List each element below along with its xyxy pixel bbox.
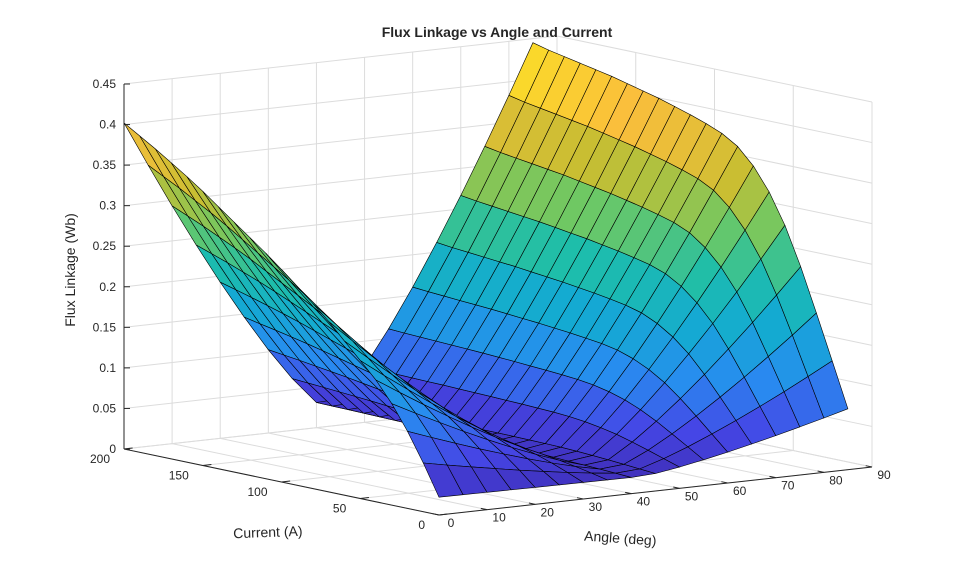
x-tick (865, 465, 873, 468)
z-tick-label: 0.3 (99, 199, 116, 213)
y-tick (360, 497, 369, 499)
x-tick (769, 475, 776, 479)
x-axis-line (438, 466, 873, 516)
z-tick-label: 0.25 (93, 239, 117, 253)
surface-patch (807, 360, 849, 419)
y-tick-label: 200 (90, 452, 110, 466)
x-tick (721, 481, 728, 484)
y-tick (438, 513, 448, 516)
z-tick-label: 0.35 (93, 158, 117, 172)
x-tick (576, 497, 584, 500)
y-tick-label: 150 (169, 469, 189, 483)
grid-line (123, 116, 558, 166)
axis-labels: Flux Linkage vs Angle and Current Angle … (62, 24, 657, 549)
x-tick (625, 491, 632, 495)
z-tick-label: 0.2 (99, 280, 116, 294)
y-tick (202, 464, 212, 466)
x-axis-label: Angle (deg) (584, 528, 657, 549)
z-tick-label: 0.45 (93, 77, 117, 91)
surface-plot (123, 42, 849, 498)
y-axis-label: Current (A) (233, 523, 303, 541)
z-tick-label: 0.1 (99, 361, 116, 375)
x-tick-label: 50 (685, 489, 699, 503)
x-tick-label: 0 (448, 516, 455, 530)
x-tick-label: 30 (589, 500, 603, 514)
z-tick-label: 0 (109, 442, 116, 456)
x-tick-label: 10 (492, 511, 506, 525)
grid-line (123, 35, 558, 85)
x-tick (528, 502, 536, 505)
y-tick-label: 100 (247, 485, 267, 499)
axes: 0 10 20 30 40 50 60 70 80 9005010015020000.050.10… (90, 77, 891, 532)
y-tick-label: 50 (333, 502, 347, 516)
z-tick-label: 0.4 (99, 118, 116, 132)
y-tick (281, 480, 291, 483)
z-tick-label: 0.05 (93, 401, 117, 415)
z-tick-label: 0.15 (93, 320, 117, 334)
z-axis-label: Flux Linkage (Wb) (62, 213, 78, 327)
x-tick (817, 470, 824, 473)
y-tick-label: 0 (418, 518, 425, 532)
x-tick (673, 486, 680, 489)
grid-line (123, 76, 558, 126)
x-tick-label: 20 (541, 505, 555, 519)
x-tick-label: 90 (877, 468, 891, 482)
surface-patch (123, 122, 165, 178)
x-tick-label: 70 (781, 479, 795, 493)
x-tick-label: 80 (829, 473, 843, 487)
chart-title: Flux Linkage vs Angle and Current (382, 24, 613, 40)
x-tick-label: 60 (733, 484, 747, 498)
x-tick-label: 40 (637, 495, 651, 509)
x-tick (480, 507, 488, 511)
grid-line (556, 35, 873, 103)
